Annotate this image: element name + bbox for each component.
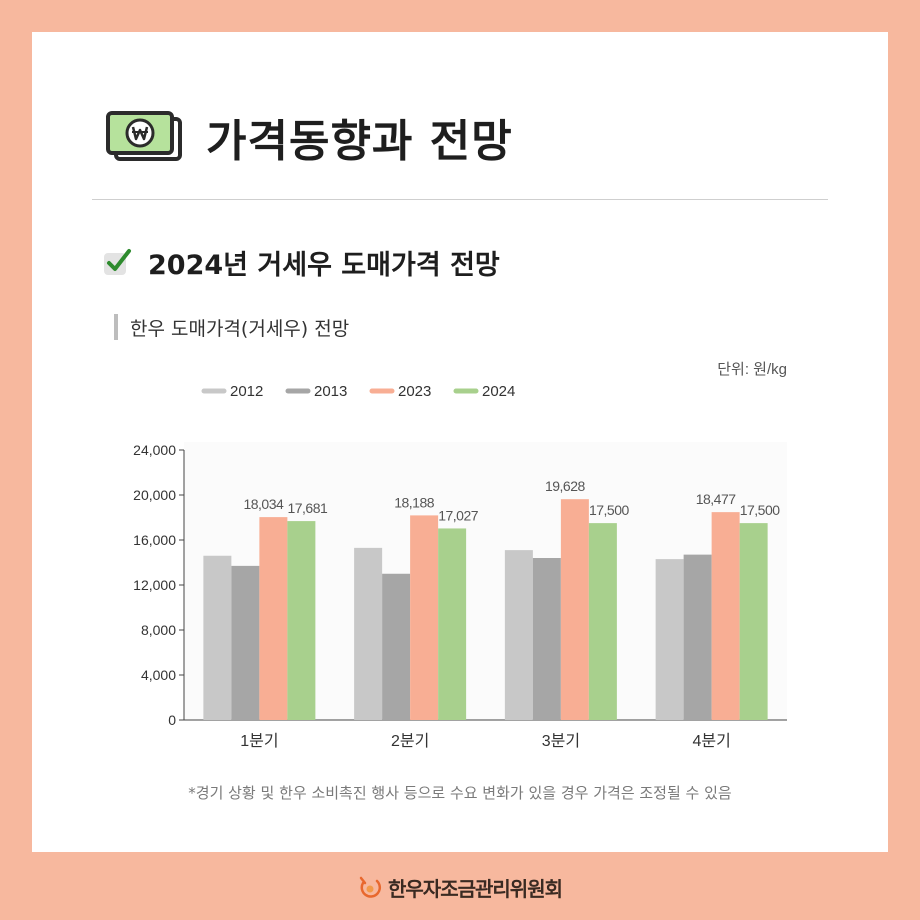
x-tick-label: 1분기	[240, 732, 278, 750]
legend-label-2023: 2023	[398, 383, 431, 400]
data-label-2024-2: 17,027	[438, 507, 479, 523]
y-tick-label: 24,000	[133, 442, 176, 458]
y-tick-label: 20,000	[133, 487, 176, 503]
bar-2013-1	[231, 565, 260, 720]
chart-label-marker	[114, 314, 118, 340]
content-card: 가격동향과 전망 2024년 거세우 도매가격 전망 한우 도매가격(거세우) …	[32, 32, 888, 852]
y-tick-label: 12,000	[133, 577, 176, 593]
unit-label: 단위: 원/kg	[717, 361, 787, 378]
bar-2012-4	[655, 559, 684, 720]
x-tick-label: 2분기	[391, 732, 429, 750]
legend-label-2012: 2012	[230, 383, 263, 400]
y-tick-label: 4,000	[141, 667, 176, 683]
legend-label-2024: 2024	[482, 383, 515, 400]
y-tick-label: 16,000	[133, 532, 176, 548]
bar-2013-3	[532, 558, 561, 720]
x-tick-label: 4분기	[692, 732, 730, 750]
y-tick-label: 0	[168, 712, 176, 728]
hanwoo-logo-icon	[359, 876, 382, 898]
data-label-2023-1: 18,034	[243, 496, 284, 512]
title-divider	[92, 199, 828, 200]
chart-label-row: 한우 도매가격(거세우) 전망	[114, 312, 349, 342]
checkbox-icon	[104, 249, 131, 275]
bar-chart: 단위: 원/kg 0 4,000 8,000 12,000 16,000 20,000 24,…	[133, 361, 787, 750]
chart-label: 한우 도매가격(거세우) 전망	[130, 317, 350, 340]
subtitle-row: 2024년 거세우 도매가격 전망	[102, 242, 500, 282]
bar-2024-1	[287, 521, 316, 720]
footer-organization: 한우자조금관리위원회	[388, 876, 563, 901]
data-label-2024-1: 17,681	[287, 500, 328, 516]
data-label-2024-4: 17,500	[740, 502, 781, 518]
bar-2024-4	[739, 523, 768, 720]
bar-2013-4	[683, 554, 712, 720]
money-bill-icon	[106, 111, 182, 161]
bar-2024-3	[588, 523, 617, 720]
bar-2023-3	[560, 499, 589, 720]
footnote: *경기 상황 및 한우 소비촉진 행사 등으로 수요 변화가 있을 경우 가격은…	[188, 784, 732, 802]
bar-2024-2	[438, 528, 467, 720]
bar-2023-2	[410, 515, 439, 720]
bar-2013-2	[382, 573, 411, 720]
data-label-2024-3: 17,500	[589, 502, 630, 518]
data-label-2023-3: 19,628	[545, 478, 586, 494]
y-tick-label: 8,000	[141, 622, 176, 638]
bar-2012-3	[504, 550, 533, 720]
data-label-2023-4: 18,477	[696, 491, 737, 507]
bar-2023-1	[259, 517, 288, 720]
footer: 한우자조금관리위원회	[0, 870, 920, 904]
bar-2012-2	[354, 547, 383, 720]
page-title: 가격동향과 전망	[206, 116, 513, 167]
title-row: 가격동향과 전망	[102, 102, 513, 172]
bar-2023-4	[711, 512, 740, 720]
data-label-2023-2: 18,188	[394, 494, 435, 510]
legend-label-2013: 2013	[314, 383, 347, 400]
bar-2012-1	[203, 555, 232, 720]
section-subtitle: 2024년 거세우 도매가격 전망	[148, 249, 500, 281]
x-tick-label: 3분기	[542, 732, 580, 750]
